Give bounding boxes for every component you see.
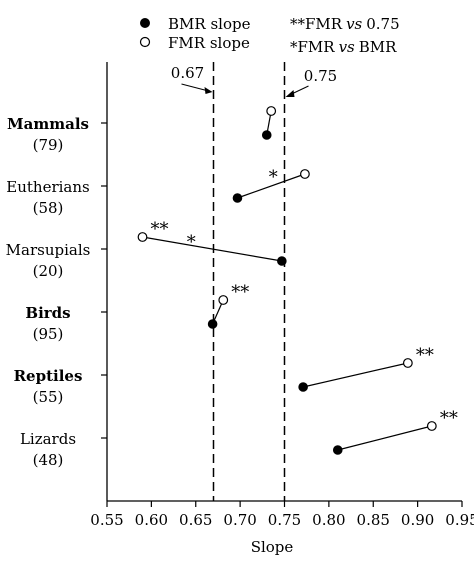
note1-tail: 0.75: [366, 15, 399, 33]
group-n: (95): [33, 325, 64, 343]
fmr-point: [300, 169, 310, 179]
connector-line: [142, 236, 282, 262]
significance-mark: **: [231, 282, 249, 303]
note1-stars: **: [290, 15, 306, 33]
reference-arrowhead: [204, 87, 213, 94]
x-tick-label: 0.65: [179, 511, 212, 529]
legend-fmr-label: FMR slope: [168, 34, 250, 52]
significance-mark: **: [416, 345, 434, 366]
group-n: (48): [33, 451, 64, 469]
data-points: **********: [137, 106, 458, 455]
connector-line: [303, 362, 408, 388]
group-label: Eutherians: [6, 178, 89, 196]
significance-mark: *: [187, 232, 196, 253]
bmr-point: [298, 382, 308, 392]
bmr-point: [261, 130, 272, 140]
group-n: (20): [33, 262, 64, 280]
group-label: Marsupials: [6, 241, 91, 259]
group-label: Birds: [25, 304, 70, 322]
bmr-point: [207, 319, 218, 329]
group-label: Reptiles: [14, 367, 83, 385]
bmr-point: [332, 445, 343, 455]
note1-vs: vs: [346, 15, 362, 33]
fmr-point: [218, 295, 229, 305]
group-n: (79): [33, 136, 64, 154]
bmr-point: [232, 193, 243, 203]
reference-label: 0.67: [171, 64, 204, 82]
legend-fmr-marker: [139, 36, 151, 48]
x-tick-label: 0.75: [268, 511, 301, 529]
x-tick-label: 0.70: [223, 511, 256, 529]
group-n: (55): [33, 388, 64, 406]
x-tick-label: 0.90: [401, 511, 434, 529]
connector-line: [237, 173, 306, 199]
x-ticks: 0.55 0.60 0.65 0.70 0.75 0.80 0.85 0.90 0.95: [90, 501, 474, 529]
note1-text: FMR: [305, 15, 343, 33]
x-tick-label: 0.55: [90, 511, 123, 529]
x-tick-label: 0.85: [357, 511, 390, 529]
group-label: Lizards: [20, 430, 76, 448]
connector-line: [337, 425, 432, 451]
legend-bmr-marker: [140, 18, 150, 28]
legend-note-fmr-vs-bmr: *FMR vs BMR: [290, 38, 397, 56]
x-tick-label: 0.95: [445, 511, 474, 529]
x-tick-label: 0.80: [312, 511, 345, 529]
significance-mark: **: [440, 408, 458, 429]
group-label: Mammals: [7, 115, 89, 133]
reference-arrow: [181, 83, 209, 92]
x-tick-label: 0.60: [135, 511, 168, 529]
bmr-point: [277, 256, 287, 266]
reference-arrowhead: [285, 90, 295, 97]
legend-bmr-label: BMR slope: [168, 15, 251, 33]
note2-vs: vs: [339, 38, 355, 56]
legend-note-fmr-vs-075: **FMR vs 0.75: [290, 15, 400, 33]
group-labels: Mammals (79) Eutherians (58) Marsupials (20) B…: [6, 115, 107, 469]
fmr-point: [266, 106, 277, 116]
significance-mark: **: [151, 219, 169, 240]
group-n: (58): [33, 199, 64, 217]
x-axis-title: Slope: [251, 538, 294, 556]
fmr-point: [426, 421, 437, 431]
fmr-point: [402, 358, 413, 368]
reference-lines: 0.67 0.75: [171, 62, 337, 501]
fmr-point: [137, 232, 148, 242]
reference-label: 0.75: [304, 67, 337, 85]
note2-text: FMR: [298, 38, 336, 56]
note2-stars: *: [290, 38, 298, 56]
note2-tail: BMR: [359, 38, 397, 56]
legend: BMR slope FMR slope **FMR vs 0.75 *FMR vs BM…: [139, 15, 400, 56]
significance-mark: *: [269, 167, 278, 188]
